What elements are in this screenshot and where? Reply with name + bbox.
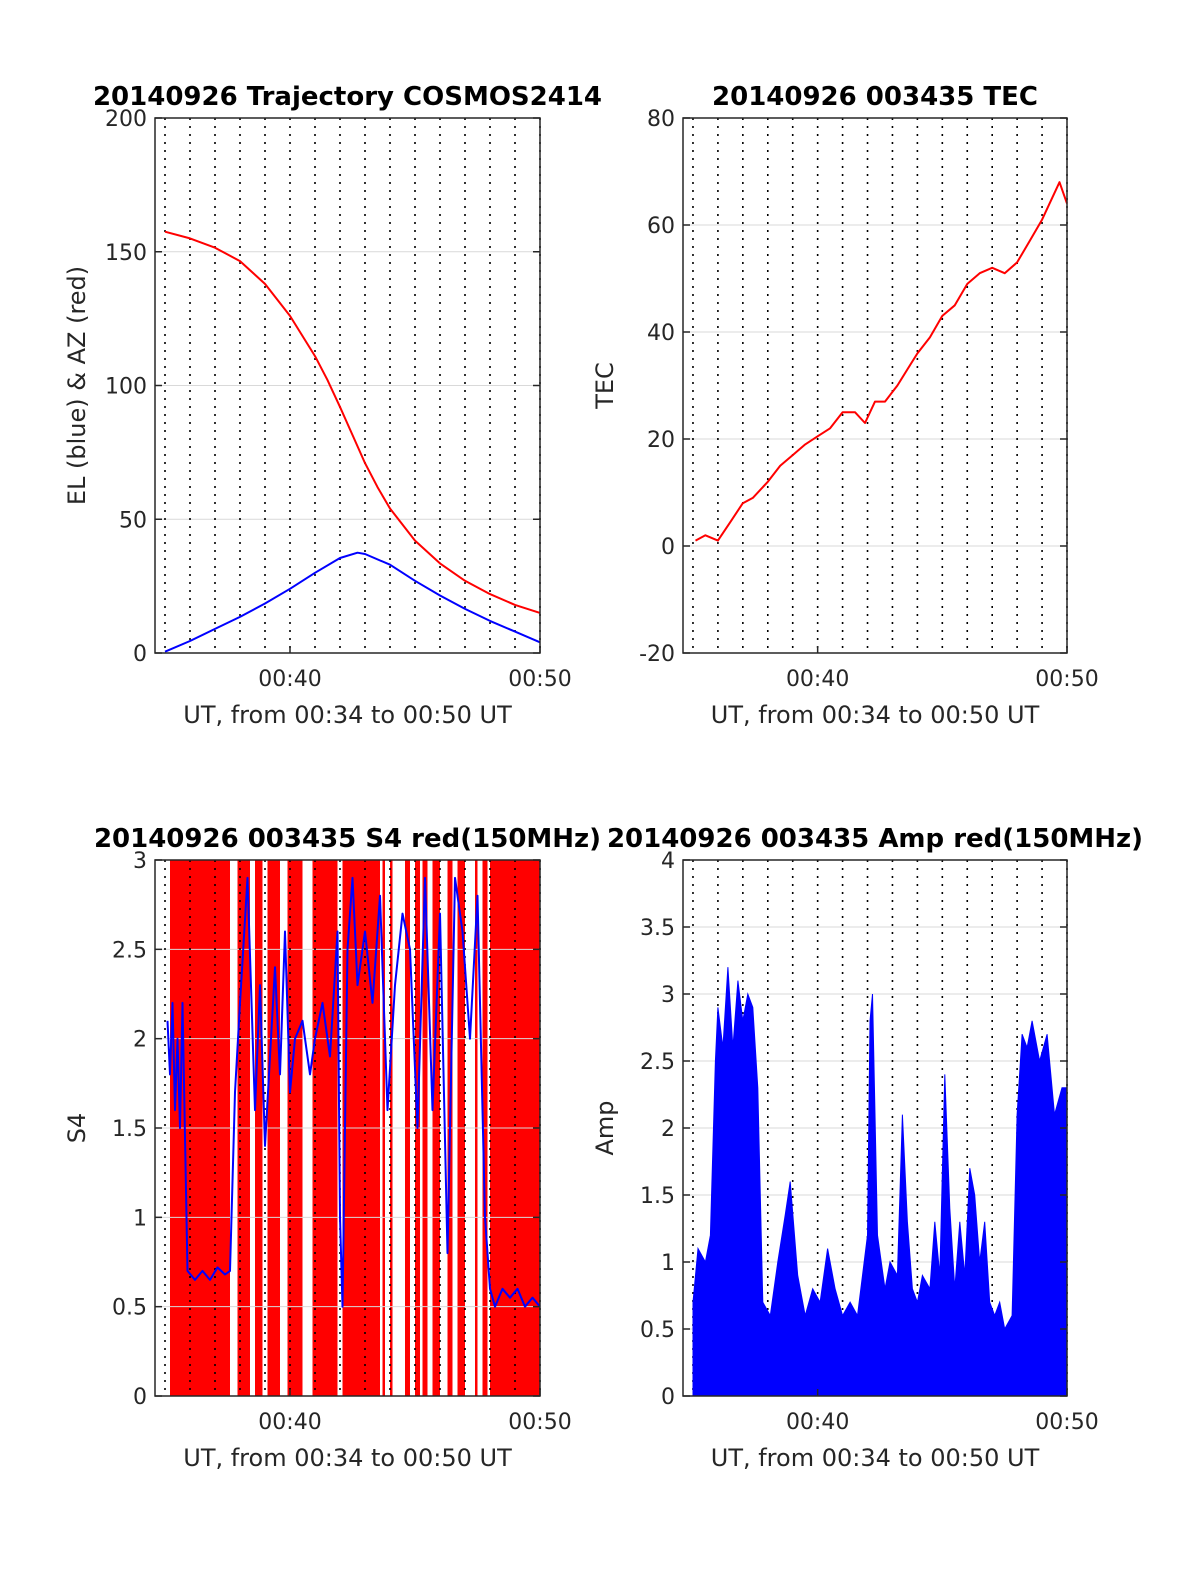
y-tick-label: 1.5: [640, 1184, 675, 1209]
y-tick-label: 0: [661, 535, 675, 560]
y-tick-label: 3: [661, 983, 675, 1008]
y-axis-label: EL (blue) & AZ (red): [63, 266, 91, 505]
y-tick-labels: 0 0.5 1 1.5 2 2.5 3 3.5 4: [640, 849, 1067, 1410]
y-tick-label: 1: [661, 1251, 675, 1276]
x-tick-labels: 00:40 00:50: [786, 1389, 1099, 1435]
y-tick-labels: -20 0 20 40 60 80: [639, 107, 1067, 667]
series-line-1: [164, 551, 541, 653]
x-axis-label: UT, from 00:34 to 00:50 UT: [711, 1444, 1040, 1472]
chart-title: 20140926 Trajectory COSMOS2414: [93, 82, 602, 112]
y-tick-label: 3: [133, 849, 147, 874]
grid: [683, 117, 1068, 654]
grid: [155, 117, 541, 654]
y-tick-label: 2.5: [112, 938, 147, 963]
series-line-0: [695, 181, 1068, 542]
x-tick-label: 00:40: [258, 1410, 321, 1435]
y-tick-label: -20: [639, 642, 675, 667]
y-axis-label: Amp: [591, 1100, 619, 1155]
y-tick-label: 1: [133, 1206, 147, 1231]
chart-title: 20140926 003435 TEC: [712, 82, 1038, 112]
x-tick-labels: 00:40 00:50: [258, 1389, 572, 1435]
x-tick-label: 00:40: [258, 667, 321, 692]
axes-box: [682, 117, 1068, 654]
y-tick-label: 2: [133, 1028, 147, 1053]
y-tick-label: 20: [647, 428, 675, 453]
y-tick-label: 100: [105, 375, 147, 400]
panel-3: 0 0.5 1 1.5 2 2.5 3 00:40 00:50 20140926 003435 S…: [63, 824, 601, 1472]
y-tick-labels: 0 50 100 150 200: [105, 107, 540, 667]
x-axis-label: UT, from 00:34 to 00:50 UT: [183, 1444, 512, 1472]
y-axis-label: S4: [63, 1113, 91, 1144]
y-tick-label: 0.5: [640, 1318, 675, 1343]
y-tick-label: 200: [105, 107, 147, 132]
panel-2: -20 0 20 40 60 80 00:40 00:50 20140926 003435 TE…: [591, 82, 1099, 729]
y-tick-label: 40: [647, 321, 675, 346]
chart-title: 20140926 003435 S4 red(150MHz): [94, 824, 601, 854]
y-tick-label: 4: [661, 849, 675, 874]
x-tick-label: 00:50: [508, 667, 571, 692]
y-tick-labels: 0 0.5 1 1.5 2 2.5 3: [112, 849, 540, 1410]
y-tick-label: 2.5: [640, 1050, 675, 1075]
chart-title: 20140926 003435 Amp red(150MHz): [607, 824, 1143, 854]
x-tick-labels: 00:40 00:50: [786, 646, 1099, 692]
y-tick-label: 0: [661, 1385, 675, 1410]
x-tick-label: 00:50: [1035, 1410, 1098, 1435]
panel-4: 0 0.5 1 1.5 2 2.5 3 3.5 4 00:40 00:50 20140926 0034…: [591, 824, 1143, 1472]
panel-1: 0 50 100 150 200 00:40 00:50 20140926 Trajector…: [63, 82, 602, 729]
x-axis-label: UT, from 00:34 to 00:50 UT: [711, 701, 1040, 729]
y-tick-label: 3.5: [640, 916, 675, 941]
y-tick-label: 1.5: [112, 1117, 147, 1142]
y-tick-label: 2: [661, 1117, 675, 1142]
x-tick-label: 00:40: [786, 667, 849, 692]
y-tick-label: 0: [133, 1385, 147, 1410]
y-axis-label: TEC: [591, 362, 619, 410]
x-tick-label: 00:50: [1035, 667, 1098, 692]
y-tick-label: 80: [647, 107, 675, 132]
x-axis-label: UT, from 00:34 to 00:50 UT: [183, 701, 512, 729]
amp-envelope: [692, 967, 1068, 1397]
series-line-0: [164, 230, 541, 614]
x-tick-label: 00:50: [508, 1410, 571, 1435]
y-tick-label: 0.5: [112, 1296, 147, 1321]
y-tick-label: 0: [133, 642, 147, 667]
x-tick-label: 00:40: [786, 1410, 849, 1435]
y-tick-label: 50: [119, 508, 147, 533]
x-tick-labels: 00:40 00:50: [258, 646, 572, 692]
y-tick-label: 60: [647, 214, 675, 239]
y-tick-label: 150: [105, 241, 147, 266]
series-line-0: [166, 876, 541, 1308]
